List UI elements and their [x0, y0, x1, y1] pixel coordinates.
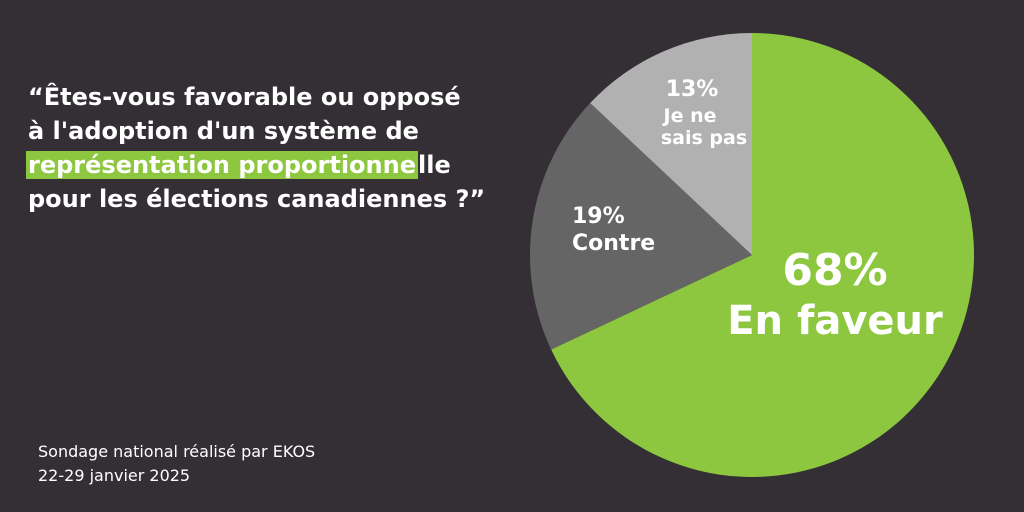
source-line-1: Sondage national réalisé par EKOS	[38, 442, 316, 461]
slice-label-en-faveur: En faveur	[727, 298, 943, 344]
question-line-3: représentation proportionnelle	[26, 148, 508, 182]
survey-question: “Êtes-vous favorable ou opposé à l'adopt…	[26, 80, 508, 216]
question-highlight: représentation proportionne	[26, 151, 418, 179]
pie-slice-en-faveur	[551, 33, 974, 477]
pie-slice-je-ne-sais-pas	[590, 32, 752, 256]
slice-label-contre: Contre	[572, 231, 655, 256]
source-line-2: 22-29 janvier 2025	[38, 466, 191, 485]
slice-label-ne-sais-pas-line-1: Je ne	[662, 105, 717, 127]
slice-label-en-faveur-value: 68%	[782, 245, 887, 296]
slice-label-ne-sais-pas-value: 13%	[666, 77, 719, 102]
question-line-4: pour les élections canadiennes ?”	[28, 185, 486, 213]
question-line-1: “Êtes-vous favorable ou opposé	[28, 83, 461, 111]
question-line-2: à l'adoption d'un système de	[28, 117, 419, 145]
question-line-3-rest: lle	[418, 151, 451, 179]
slice-label-ne-sais-pas-line-2: sais pas	[661, 127, 747, 149]
slice-label-contre-value: 19%	[572, 204, 625, 229]
pie-slice-contre	[529, 103, 752, 350]
survey-source: Sondage national réalisé par EKOS 22-29 …	[38, 440, 315, 488]
pie-slices	[529, 32, 974, 477]
